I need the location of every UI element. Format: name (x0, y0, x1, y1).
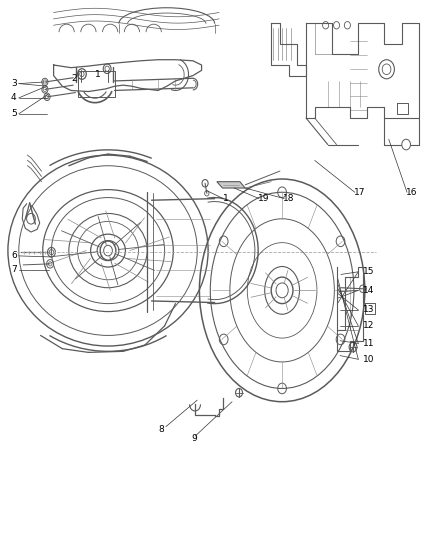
Text: 4: 4 (11, 93, 17, 102)
Text: 18: 18 (283, 194, 295, 203)
Text: 15: 15 (363, 268, 374, 276)
Polygon shape (217, 182, 245, 188)
Text: 16: 16 (406, 188, 418, 197)
Text: 3: 3 (11, 79, 17, 88)
Text: 7: 7 (11, 265, 17, 274)
Circle shape (402, 139, 410, 150)
Text: 5: 5 (11, 109, 17, 118)
Text: 19: 19 (258, 194, 270, 203)
Text: 1: 1 (95, 69, 101, 78)
Text: 10: 10 (363, 355, 374, 364)
Text: 11: 11 (363, 339, 374, 348)
Text: 6: 6 (11, 252, 17, 261)
Text: 12: 12 (363, 321, 374, 330)
Text: 17: 17 (354, 188, 365, 197)
Text: 1: 1 (223, 194, 229, 203)
Text: 8: 8 (158, 425, 164, 434)
Text: 13: 13 (363, 305, 374, 314)
Text: 2: 2 (71, 74, 77, 83)
Text: 9: 9 (191, 434, 197, 443)
Text: 14: 14 (363, 286, 374, 295)
